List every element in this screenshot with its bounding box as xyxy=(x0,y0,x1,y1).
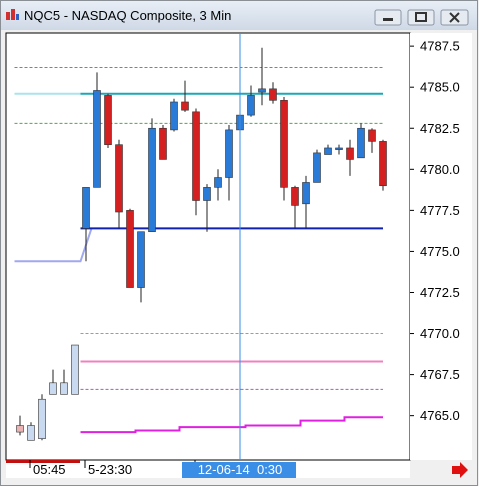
candle-body xyxy=(60,382,68,395)
candle-body xyxy=(368,129,376,142)
candle-body xyxy=(170,101,178,131)
plot-area xyxy=(5,32,411,461)
close-button[interactable] xyxy=(440,9,469,26)
candle-body xyxy=(49,382,57,395)
candle-body xyxy=(291,187,299,206)
candle-body xyxy=(192,111,200,201)
price-axis xyxy=(410,33,472,460)
maximize-button[interactable] xyxy=(407,9,435,26)
crosshair-label-box xyxy=(182,462,296,478)
candle-body xyxy=(280,100,288,188)
candle-body xyxy=(379,141,387,187)
scroll-arrow[interactable] xyxy=(452,462,468,478)
plot-layer: 4765.0 4767.5 4770.0 4772.5 4775.0 4777.5 4780… xyxy=(14,33,460,477)
candle-body xyxy=(324,147,332,155)
candle-body xyxy=(71,344,79,395)
y-tick-label: 4777.5 xyxy=(420,203,460,218)
candle-body xyxy=(93,90,101,188)
candle-body xyxy=(214,177,222,188)
candle-body xyxy=(258,88,266,93)
candle-body xyxy=(313,152,321,183)
candle-body xyxy=(38,398,46,439)
crosshair-label: 12-06-14 0:30 xyxy=(198,462,283,477)
candle-body xyxy=(137,231,145,288)
candle-body xyxy=(357,127,365,159)
y-tick-label: 4765.0 xyxy=(420,408,460,423)
candle-body xyxy=(126,210,134,288)
candle-body xyxy=(302,182,310,205)
x-tick-label: 05:45 xyxy=(33,462,66,477)
y-tick-label: 4772.5 xyxy=(420,285,460,300)
candle-body xyxy=(269,88,277,101)
candle-body xyxy=(247,95,255,116)
window-title: NQC5 - NASDAQ Composite, 3 Min xyxy=(24,8,231,23)
y-tick-label: 4767.5 xyxy=(420,367,460,382)
candle-body xyxy=(346,147,354,160)
candle-body xyxy=(27,425,35,441)
app-icon xyxy=(6,9,19,20)
candle-body xyxy=(82,187,90,229)
y-tick-label: 4787.5 xyxy=(420,39,460,54)
x-tick-label: 5-23:30 xyxy=(88,462,132,477)
candle-body xyxy=(181,101,189,111)
candle-body xyxy=(115,144,123,213)
y-tick-label: 4775.0 xyxy=(420,244,460,259)
candle-body xyxy=(225,129,233,178)
y-tick-label: 4770.0 xyxy=(420,326,460,341)
session-bar xyxy=(6,460,80,463)
candle-body xyxy=(104,95,112,145)
y-tick-label: 4780.0 xyxy=(420,162,460,177)
minimize-button[interactable] xyxy=(374,9,402,26)
y-tick-label: 4782.5 xyxy=(420,121,460,136)
candle-body xyxy=(16,425,24,433)
candle-body xyxy=(335,147,343,150)
candle-body xyxy=(159,127,167,160)
y-tick-label: 4785.0 xyxy=(420,80,460,95)
indicator-line xyxy=(14,228,93,263)
candle-body xyxy=(148,127,156,233)
candle-body xyxy=(203,187,211,201)
